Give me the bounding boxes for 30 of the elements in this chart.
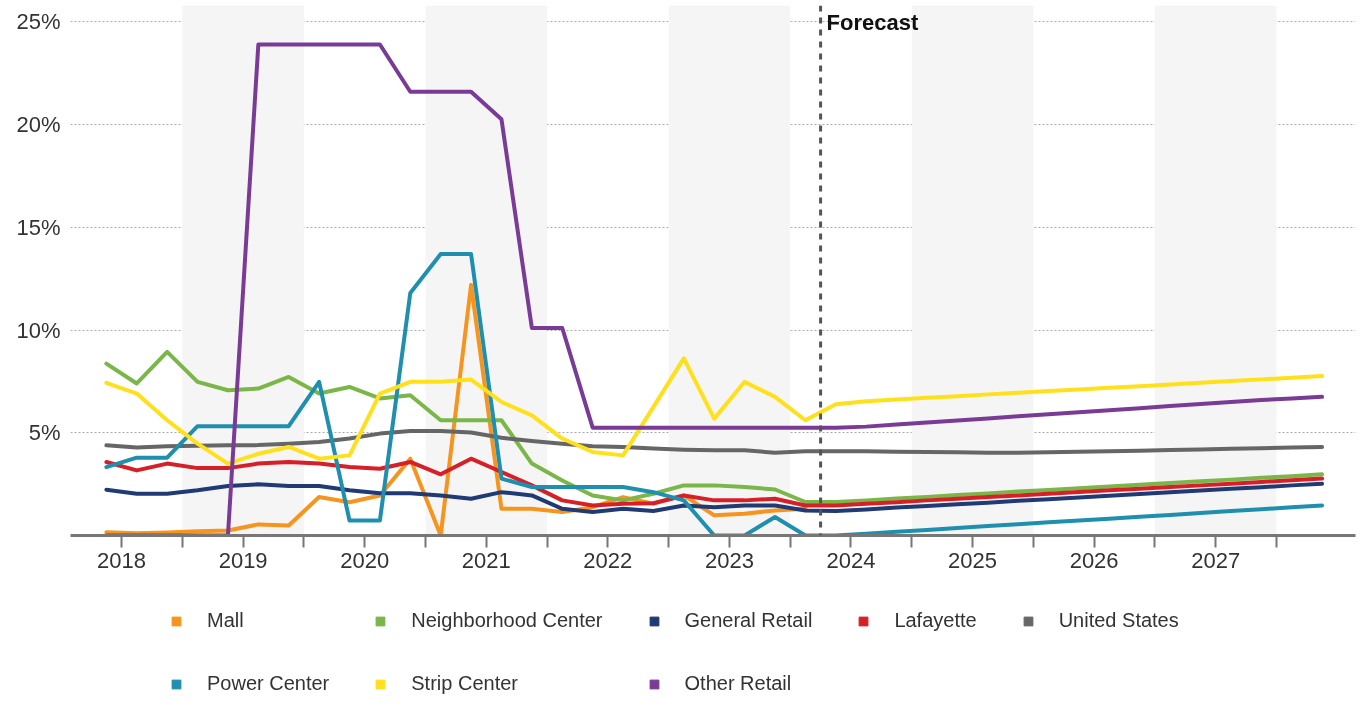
line-series (104, 428, 1325, 455)
x-tick-label: 2023 (704, 547, 754, 573)
x-tick-label: 2020 (340, 547, 390, 573)
legend-label: General Retail (684, 609, 813, 632)
legend-label: Mall (207, 609, 244, 632)
x-tick-label: 2026 (1069, 547, 1119, 573)
legend-label: Power Center (207, 672, 330, 695)
ref-line-label: Forecast (826, 9, 919, 35)
x-tick-label: 2018 (97, 547, 147, 573)
x-tick-label: 2022 (583, 547, 633, 573)
legend-label: United States (1058, 609, 1179, 632)
x-tick-label: 2025 (948, 547, 998, 573)
line-series (104, 349, 1325, 505)
y-tick-label: 25% (16, 9, 61, 35)
legend-label: Strip Center (411, 672, 518, 695)
x-tick-label: 2019 (218, 547, 268, 573)
legend-label: Neighborhood Center (411, 609, 603, 632)
x-tick-label: 2024 (826, 547, 876, 573)
y-tick-label: 10% (16, 317, 61, 343)
legend-label: Lafayette (894, 609, 977, 632)
x-tick-label: 2027 (1191, 547, 1241, 573)
line-series (104, 356, 1325, 466)
line-series (104, 252, 1325, 536)
legend-label: Other Retail (684, 672, 792, 695)
y-tick-label: 5% (28, 420, 61, 446)
line-series (104, 481, 1325, 515)
line-series (104, 456, 1325, 508)
y-tick-label: 20% (16, 112, 61, 138)
y-tick-label: 15% (16, 214, 61, 240)
x-tick-label: 2021 (461, 547, 511, 573)
